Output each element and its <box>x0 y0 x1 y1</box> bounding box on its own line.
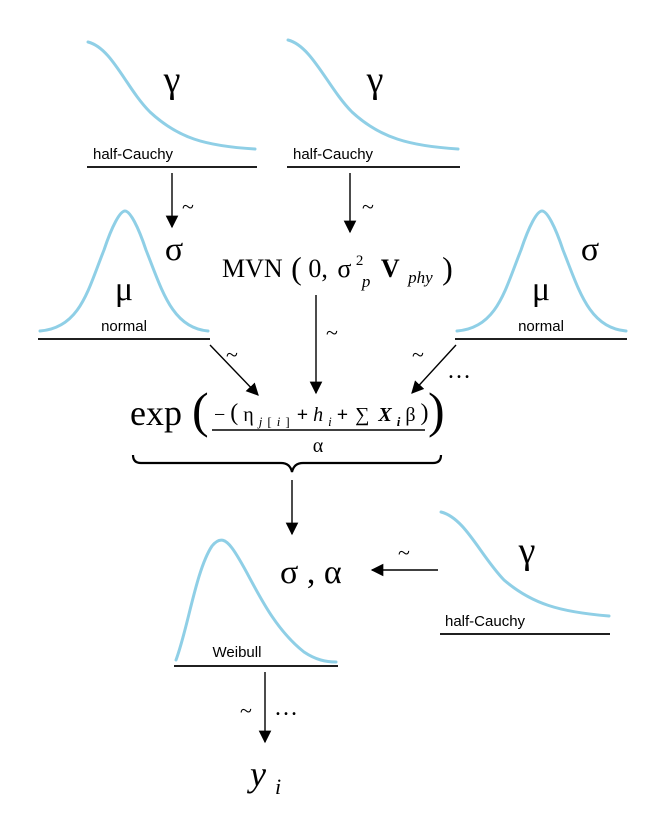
half-cauchy-prior-top-left: γ half-Cauchy <box>86 40 257 168</box>
mvn-matrix: V <box>381 254 400 283</box>
normal-curve <box>455 209 628 333</box>
half-cauchy-prior-bottom-right: γ half-Cauchy <box>439 510 611 635</box>
mu-symbol: μ <box>115 271 133 308</box>
denominator: α <box>313 435 324 457</box>
normal-curve <box>38 209 210 333</box>
sigma-symbol: σ <box>165 231 183 268</box>
mvn-prior: MVN ( 0, σ 2 p V phy ) <box>222 242 453 293</box>
x-sub: i <box>397 414 401 429</box>
weibull-curve <box>174 538 338 664</box>
close-paren: ) <box>442 250 453 286</box>
sigma-symbol: σ <box>581 231 599 268</box>
mvn-sigma: σ <box>337 254 351 283</box>
plus: + <box>297 404 308 426</box>
mvn-zero: 0, <box>308 254 328 283</box>
tilde: ~ <box>326 320 338 345</box>
open-paren: ( <box>192 382 209 438</box>
numerator-open-paren: ( <box>230 400 238 426</box>
half-cauchy-curve <box>439 510 611 618</box>
gamma-symbol: γ <box>163 59 181 101</box>
plus: + <box>337 404 348 426</box>
response-sub: i <box>275 774 281 799</box>
eta-sub-bracket: [ <box>267 414 271 429</box>
ellipsis: … <box>274 695 298 721</box>
dist-label: half-Cauchy <box>93 146 174 163</box>
tilde: ~ <box>182 194 194 219</box>
dist-label: Weibull <box>213 644 262 661</box>
exp-label: exp <box>130 393 182 433</box>
mvn-name: MVN <box>222 254 283 283</box>
h-sub: i <box>328 414 332 429</box>
response-y: y <box>247 754 266 794</box>
eta-sub-j: j <box>257 414 263 429</box>
half-cauchy-curve <box>86 40 257 151</box>
linear-predictor: exp ( − ( η j [ i ] + h i + ∑ X i β ) α … <box>130 382 445 473</box>
weibull-likelihood: Weibull <box>174 538 338 667</box>
gamma-symbol: γ <box>518 530 536 572</box>
open-paren: ( <box>291 250 302 286</box>
underbrace <box>131 454 443 473</box>
tilde: ~ <box>226 342 238 367</box>
close-paren: ) <box>428 382 445 438</box>
normal-prior-left: μ σ normal <box>38 209 210 340</box>
dist-label: half-Cauchy <box>293 146 374 163</box>
mvn-matrix-sub: phy <box>407 268 433 287</box>
tilde: ~ <box>398 540 410 565</box>
response-variable: y i <box>247 754 281 799</box>
h-term: h <box>313 404 323 426</box>
normal-prior-right: μ σ normal <box>455 209 628 340</box>
x-term: X <box>377 404 392 426</box>
dist-label: normal <box>518 318 564 335</box>
minus: − <box>214 404 225 426</box>
mu-symbol: μ <box>532 271 550 308</box>
beta: β <box>405 404 415 426</box>
mvn-sigma-sub: p <box>361 272 371 291</box>
tilde: ~ <box>240 698 252 723</box>
half-cauchy-prior-top-mid: γ half-Cauchy <box>286 38 460 168</box>
eta-sub-i: i <box>277 414 281 429</box>
eta-sub-bracket-close: ] <box>285 414 289 429</box>
sum: ∑ <box>355 404 369 426</box>
numerator-close-paren: ) <box>421 400 429 426</box>
numerator: − ( η j [ i ] + h i + ∑ X i β ) <box>214 400 429 431</box>
arrow-from-normal-right <box>411 344 457 394</box>
mvn-expression: MVN ( 0, σ 2 p V phy ) <box>222 242 453 293</box>
mvn-sigma-exp: 2 <box>356 253 364 269</box>
tilde: ~ <box>412 342 424 367</box>
dist-label: half-Cauchy <box>445 613 526 630</box>
gamma-symbol: γ <box>366 59 384 101</box>
dist-label: normal <box>101 318 147 335</box>
eta: η <box>243 404 253 426</box>
half-cauchy-curve <box>286 38 460 151</box>
weibull-params: σ , α <box>280 554 342 591</box>
tilde: ~ <box>362 194 374 219</box>
ellipsis: … <box>447 358 471 384</box>
arrow-from-normal-left <box>209 344 259 396</box>
